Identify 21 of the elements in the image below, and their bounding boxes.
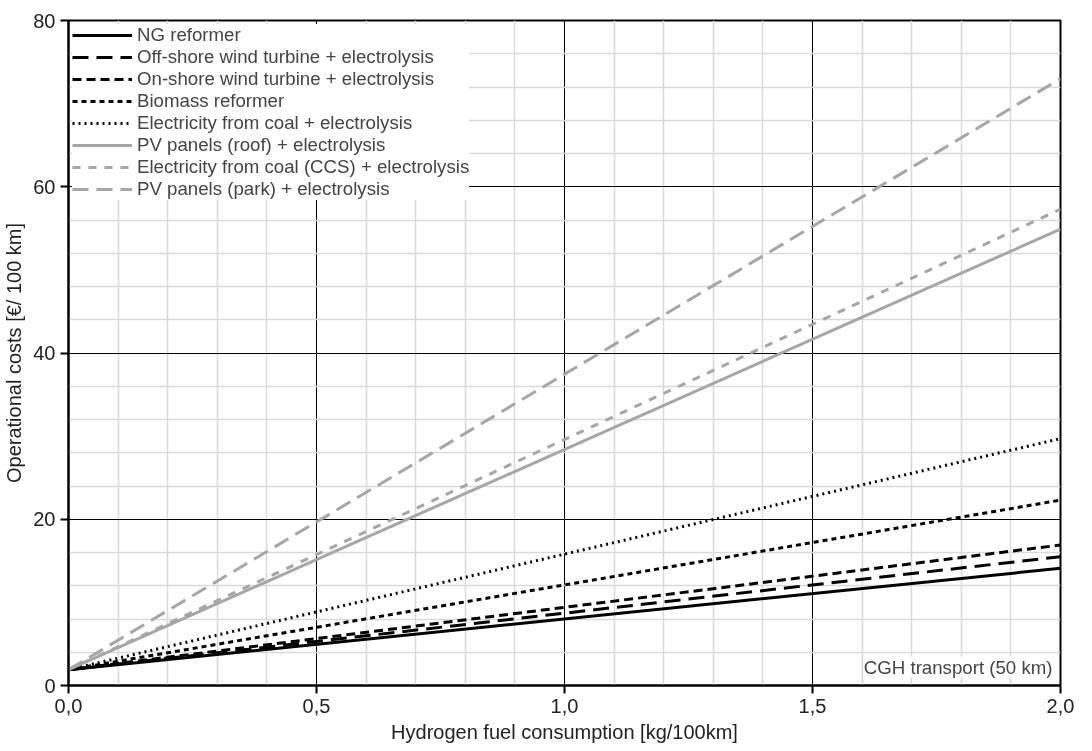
legend-label: NG reformer: [137, 24, 241, 46]
x-tick-label: 1,5: [798, 694, 827, 717]
y-tick-label: 20: [33, 508, 56, 531]
x-tick-label: 1,0: [550, 694, 579, 717]
y-axis-title: Operational costs [€/ 100 km]: [3, 222, 26, 484]
legend-label: PV panels (park) + electrolysis: [137, 178, 390, 200]
legend-label: PV panels (roof) + electrolysis: [137, 134, 386, 156]
annotation: CGH transport (50 km): [863, 656, 1053, 678]
y-tick-label: 80: [33, 9, 56, 32]
x-tick-label: 2,0: [1046, 694, 1075, 717]
y-tick-label: 0: [44, 674, 56, 697]
legend-label: Biomass reformer: [137, 90, 285, 112]
x-axis-title: Hydrogen fuel consumption [kg/100km]: [391, 720, 738, 743]
x-tick-label: 0,5: [302, 694, 331, 717]
legend-label: Off-shore wind turbine + electrolysis: [137, 46, 434, 68]
y-tick-label: 60: [33, 175, 56, 198]
legend-label: Electricity from coal (CCS) + electrolysis: [137, 156, 470, 178]
legend-label: Electricity from coal + electrolysis: [137, 112, 413, 134]
legend-label: On-shore wind turbine + electrolysis: [137, 68, 435, 90]
x-tick-label: 0,0: [54, 694, 83, 717]
y-tick-label: 40: [33, 342, 56, 364]
